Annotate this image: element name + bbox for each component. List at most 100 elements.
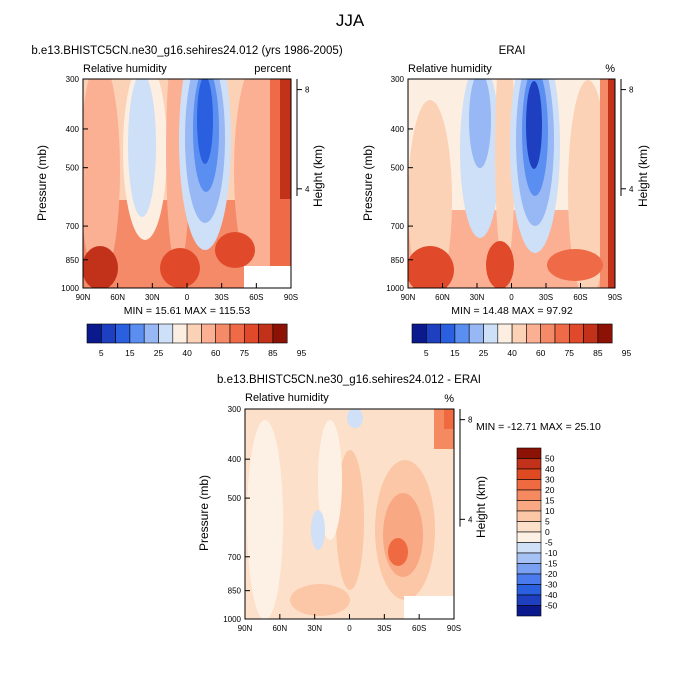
colorbar-swatch <box>244 323 259 344</box>
colorbar-swatch <box>568 323 584 344</box>
colorbar-swatch <box>115 323 131 344</box>
pressure-tick-label: 700 <box>228 553 242 562</box>
height-tick-label: 4 <box>305 185 310 194</box>
panel-model-field <box>83 79 291 288</box>
colorbar-swatch <box>540 323 556 344</box>
latitude-tick-label: 90N <box>401 293 416 302</box>
rh-band-dry-subtropics-sh-4 <box>526 81 542 169</box>
colorbar-swatch <box>516 584 542 596</box>
latitude-tick-label: 60S <box>412 624 426 633</box>
colorbar-swatch <box>516 552 542 564</box>
colorbar-label: 15 <box>125 348 135 358</box>
diff-band-positive-sh-3 <box>388 538 408 566</box>
colorbar-swatch <box>172 323 188 344</box>
colorbar-label: -10 <box>545 548 558 558</box>
colorbar-swatch <box>516 521 542 533</box>
panel-difference-right-label: % <box>444 393 454 405</box>
pressure-tick-label: 850 <box>228 587 242 596</box>
pressure-tick-label: 1000 <box>223 615 241 624</box>
colorbar-swatch <box>516 468 542 480</box>
rh-band-boundary-layer-sh <box>215 232 255 268</box>
panel-model: b.e13.BHISTC5CN.ne30_g16.sehires24.012 (… <box>31 45 342 358</box>
colorbar-swatch <box>516 479 542 491</box>
panel-erai: ERAI Relative humidity % 300400500700850… <box>361 45 650 358</box>
colorbar-swatch <box>454 323 470 344</box>
colorbar-label: 15 <box>450 348 460 358</box>
pressure-tick-label: 300 <box>391 75 405 84</box>
panel-erai-ylabel: Pressure (mb) <box>361 145 375 221</box>
latitude-tick-label: 0 <box>347 624 352 633</box>
diff-band-negative-nh <box>311 510 325 550</box>
panel-model-height-axis: 84 <box>296 79 310 197</box>
pressure-tick-label: 500 <box>391 164 405 173</box>
panel-difference-pressure-axis: 300 400 500 700 850 1000 <box>223 405 250 624</box>
panel-erai-title: ERAI <box>499 45 526 57</box>
height-tick-label: 4 <box>629 185 634 194</box>
pressure-tick-label: 850 <box>66 256 80 265</box>
diff-band-polar-sh-2 <box>444 409 454 429</box>
panel-difference: b.e13.BHISTC5CN.ne30_g16.sehires24.012 -… <box>197 374 601 633</box>
rh-band-boundary-layer-tropics <box>486 241 514 288</box>
panel-model-ylabel-right: Height (km) <box>311 145 325 207</box>
missing-data-region <box>244 266 291 288</box>
colorbar-label: 25 <box>479 348 489 358</box>
colorbar-label: -15 <box>545 559 558 569</box>
colorbar-label: 5 <box>424 348 429 358</box>
colorbar-label: -50 <box>545 601 558 611</box>
rh-band-boundary-layer-tropics <box>160 248 200 288</box>
panel-difference-height-axis: 84 <box>459 409 473 527</box>
colorbar-swatch <box>497 323 513 344</box>
colorbar-swatch <box>554 323 570 344</box>
colorbar-label: 40 <box>507 348 517 358</box>
colorbar-swatch <box>272 323 288 344</box>
colorbar-swatch <box>516 563 542 575</box>
colorbar-swatch <box>511 323 527 344</box>
colorbar-swatch <box>516 447 542 459</box>
colorbar-label: 60 <box>536 348 546 358</box>
panel-difference-left-label: Relative humidity <box>245 392 329 404</box>
colorbar-label: 95 <box>622 348 632 358</box>
rh-band-moist-itcz <box>495 79 515 270</box>
panel-difference-latitude-axis: 90N 60N 30N 0 30S 60S 90S <box>238 614 461 633</box>
colorbar-label: 95 <box>297 348 307 358</box>
colorbar-label: 85 <box>593 348 603 358</box>
colorbar-swatch <box>516 510 542 522</box>
latitude-tick-label: 90S <box>447 624 461 633</box>
rh-band-dry-subtropics-nh-core <box>128 79 156 217</box>
pressure-tick-label: 300 <box>66 75 80 84</box>
colorbar-label: 0 <box>545 527 550 537</box>
latitude-tick-label: 30N <box>470 293 485 302</box>
colorbar-label: 10 <box>545 506 555 516</box>
pressure-tick-label: 300 <box>228 405 242 414</box>
pressure-tick-label: 500 <box>228 494 242 503</box>
colorbar-label: -40 <box>545 590 558 600</box>
colorbar-label: 75 <box>240 348 250 358</box>
latitude-tick-label: 30S <box>215 293 229 302</box>
colorbar-swatch <box>440 323 456 344</box>
diff-band-negative-mid <box>284 410 316 470</box>
panel-erai-left-label: Relative humidity <box>408 63 492 75</box>
rh-band-dry-subtropics-sh-4 <box>197 79 213 164</box>
rh-band-boundary-layer-nh <box>408 246 454 288</box>
colorbar-swatch <box>468 323 484 344</box>
panel-model-pressure-axis: 300 400 500 700 850 1000 <box>61 75 88 293</box>
pressure-tick-label: 1000 <box>61 284 79 293</box>
rh-band-boundary-layer-sh <box>547 249 603 281</box>
colorbar-swatch <box>143 323 159 344</box>
colorbar-swatch <box>215 323 231 344</box>
latitude-tick-label: 0 <box>509 293 514 302</box>
colorbar-swatch <box>129 323 145 344</box>
panel-erai-height-axis: 84 <box>620 79 634 197</box>
panel-difference-ylabel-right: Height (km) <box>474 476 488 538</box>
panel-model-latitude-axis: 90N 60N 30N 0 30S 60S 90S <box>76 283 298 302</box>
latitude-tick-label: 60S <box>573 293 587 302</box>
colorbar-swatch <box>516 531 542 543</box>
pressure-tick-label: 400 <box>66 125 80 134</box>
colorbar-label: 50 <box>545 454 555 464</box>
latitude-tick-label: 90N <box>238 624 253 633</box>
colorbar-label: -20 <box>545 569 558 579</box>
rh-band-dry-subtropics-nh-2 <box>469 79 491 168</box>
latitude-tick-label: 90S <box>284 293 298 302</box>
